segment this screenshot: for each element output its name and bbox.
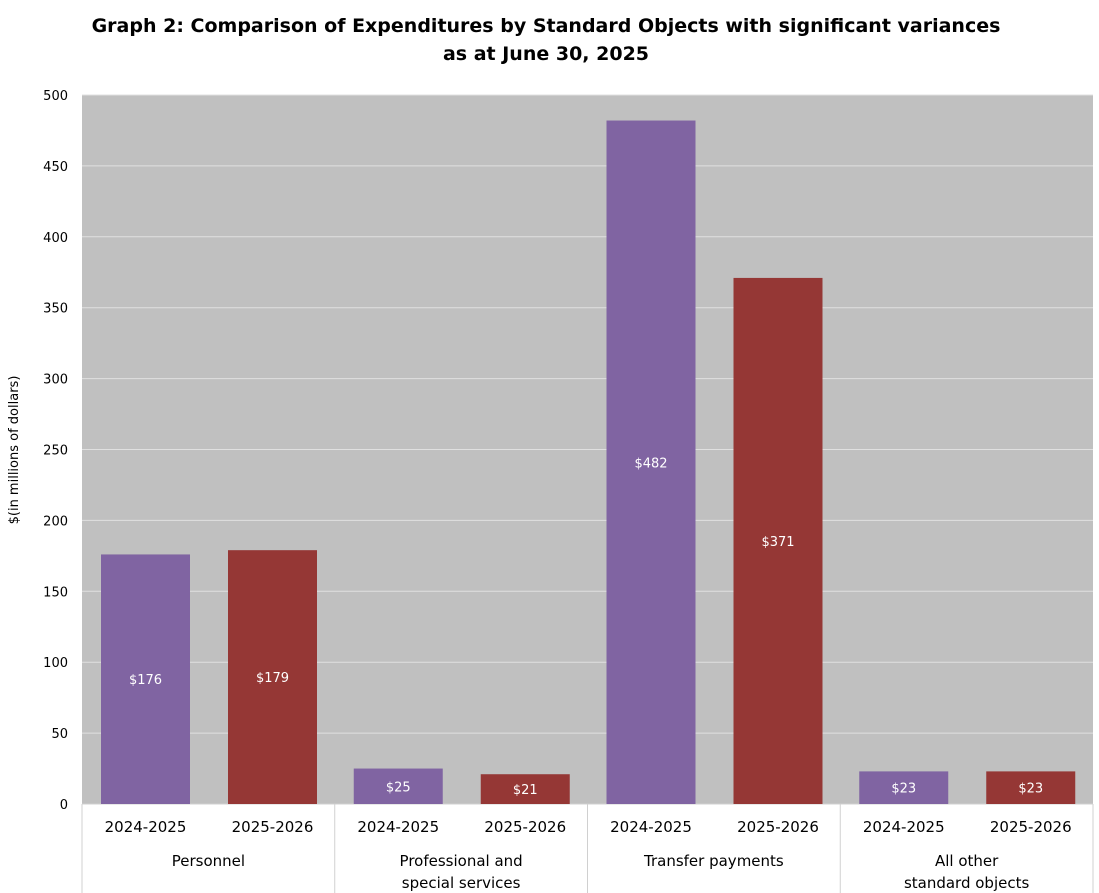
category-label: Personnel <box>172 852 245 870</box>
bar <box>228 550 317 804</box>
x-tick-label: 2025-2026 <box>737 818 819 836</box>
bar <box>986 771 1076 804</box>
y-tick-label: 250 <box>43 444 68 459</box>
x-tick-label: 2024-2025 <box>105 818 187 836</box>
y-tick-label: 450 <box>43 160 68 175</box>
x-tick-label: 2025-2026 <box>484 818 566 836</box>
data-label: $25 <box>386 780 411 795</box>
data-label: $23 <box>891 782 916 797</box>
data-label: $176 <box>129 673 162 688</box>
x-tick-label: 2024-2025 <box>863 818 945 836</box>
data-label: $482 <box>634 456 667 471</box>
category-label: Transfer payments <box>643 852 784 870</box>
x-tick-label: 2025-2026 <box>990 818 1072 836</box>
x-tick-label: 2024-2025 <box>610 818 692 836</box>
y-tick-label: 500 <box>43 89 68 104</box>
y-tick-label: 400 <box>43 231 68 246</box>
x-tick-label: 2025-2026 <box>232 818 314 836</box>
data-label: $21 <box>513 783 538 798</box>
plot-area: 0 50 100 150 200 250 300 350 400 450 500 $176 2024-2… <box>43 89 1094 893</box>
category-label: All other <box>935 852 999 870</box>
chart-title-line-1: Graph 2: Comparison of Expenditures by S… <box>92 15 1001 37</box>
bar <box>859 771 949 804</box>
data-label: $371 <box>761 535 794 550</box>
category-label: special services <box>402 874 521 892</box>
bar <box>606 120 696 805</box>
y-axis-label: $(in millions of dollars) <box>7 376 22 525</box>
data-label: $23 <box>1018 782 1043 797</box>
category-label: Professional and <box>400 852 523 870</box>
bar <box>353 768 443 804</box>
y-tick-label: 100 <box>43 656 68 671</box>
bar <box>101 554 190 804</box>
bar <box>480 774 570 804</box>
category-label: standard objects <box>904 874 1030 892</box>
y-tick-label: 350 <box>43 302 68 317</box>
y-tick-label: 0 <box>60 798 68 813</box>
chart-title-line-2: as at June 30, 2025 <box>443 43 649 65</box>
bar <box>733 277 823 804</box>
y-tick-label: 150 <box>43 585 68 600</box>
x-tick-label: 2024-2025 <box>357 818 439 836</box>
y-tick-label: 200 <box>43 514 68 529</box>
data-label: $179 <box>256 671 289 686</box>
y-tick-label: 300 <box>43 373 68 388</box>
y-tick-label: 50 <box>51 727 68 742</box>
